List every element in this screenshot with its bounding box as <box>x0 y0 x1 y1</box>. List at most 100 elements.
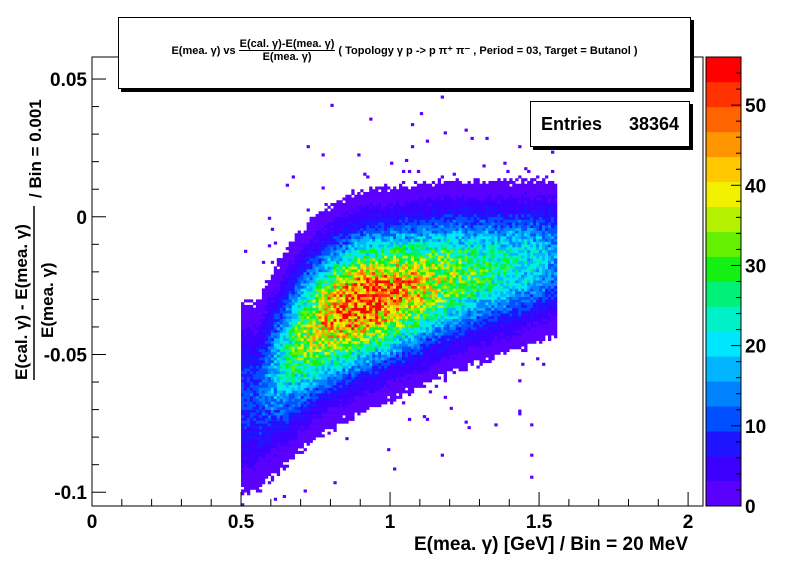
histogram-cell <box>410 186 415 190</box>
histogram-cell <box>339 293 343 297</box>
histogram-cell <box>381 326 385 330</box>
histogram-cell <box>351 368 355 372</box>
histogram-cell <box>291 266 295 270</box>
histogram-cell <box>360 249 364 253</box>
histogram-cell <box>309 409 313 413</box>
histogram-cell <box>357 376 361 380</box>
histogram-cell <box>312 431 316 435</box>
histogram-cell <box>244 423 248 427</box>
histogram-cell <box>393 277 397 281</box>
histogram-cell <box>351 274 355 278</box>
histogram-cell <box>291 442 295 446</box>
histogram-cell <box>303 271 307 275</box>
histogram-cell <box>425 263 430 267</box>
histogram-cell <box>407 293 412 297</box>
histogram-cell <box>366 194 370 198</box>
histogram-cell <box>282 310 287 314</box>
histogram-cell <box>413 219 418 223</box>
histogram-cell <box>252 401 257 405</box>
histogram-cell <box>330 247 334 251</box>
histogram-cell <box>407 222 412 226</box>
histogram-cell <box>315 315 319 319</box>
histogram-cell <box>378 326 382 330</box>
histogram-cell <box>360 282 364 286</box>
histogram-cell <box>372 354 376 358</box>
histogram-cell <box>315 346 319 350</box>
histogram-cell <box>398 360 403 364</box>
histogram-cell <box>422 244 427 248</box>
histogram-cell <box>381 393 385 397</box>
histogram-cell <box>330 211 334 215</box>
histogram-cell <box>416 252 421 256</box>
histogram-cell <box>336 304 340 308</box>
histogram-cell <box>401 255 406 259</box>
histogram-cell <box>413 348 418 353</box>
histogram-cell <box>336 263 340 267</box>
histogram-cell <box>246 346 251 350</box>
histogram-cell <box>384 291 388 295</box>
histogram-cell <box>279 368 284 372</box>
histogram-cell <box>303 365 307 369</box>
histogram-cell <box>339 252 343 256</box>
histogram-cell <box>279 293 284 297</box>
histogram-cell <box>431 340 436 344</box>
histogram-cell <box>357 153 361 157</box>
histogram-cell <box>267 464 272 468</box>
histogram-cell <box>327 324 331 328</box>
histogram-cell <box>303 417 307 421</box>
histogram-cell <box>306 329 310 333</box>
histogram-cell <box>422 304 427 308</box>
histogram-cell <box>276 302 281 306</box>
histogram-cell <box>244 373 248 377</box>
histogram-cell <box>330 274 334 278</box>
histogram-cell <box>419 329 424 333</box>
histogram-cell <box>393 398 397 402</box>
histogram-cell <box>258 315 263 319</box>
histogram-cell <box>407 249 412 253</box>
histogram-cell <box>407 200 412 204</box>
histogram-cell <box>390 302 394 306</box>
histogram-cell <box>425 371 430 375</box>
histogram-cell <box>351 346 355 350</box>
histogram-cell <box>354 310 358 314</box>
histogram-cell <box>404 335 409 339</box>
histogram-cell <box>273 420 278 424</box>
histogram-cell <box>241 337 245 342</box>
histogram-cell <box>297 310 301 314</box>
histogram-cell <box>393 266 397 270</box>
histogram-cell <box>261 302 266 306</box>
histogram-cell <box>285 434 290 438</box>
histogram-cell <box>428 225 433 229</box>
histogram-cell <box>324 282 328 286</box>
histogram-cell <box>321 324 325 328</box>
histogram-cell <box>294 431 298 435</box>
histogram-cell <box>393 313 397 317</box>
histogram-cell <box>425 365 430 369</box>
histogram-cell <box>396 208 400 212</box>
histogram-cell <box>339 395 343 399</box>
histogram-cell <box>246 409 251 413</box>
histogram-cell <box>339 379 343 383</box>
histogram-cell <box>390 205 394 209</box>
histogram-cell <box>393 390 397 394</box>
histogram-cell <box>401 332 406 336</box>
histogram-cell <box>387 299 391 303</box>
histogram-cell <box>369 277 373 281</box>
histogram-cell <box>300 260 304 264</box>
histogram-cell <box>369 324 373 328</box>
histogram-cell <box>396 277 400 281</box>
histogram-cell <box>252 456 257 460</box>
histogram-cell <box>428 208 433 212</box>
histogram-cell <box>413 299 418 303</box>
histogram-cell <box>309 357 313 361</box>
histogram-cell <box>375 404 379 408</box>
histogram-cell <box>378 197 382 201</box>
histogram-cell <box>333 236 337 240</box>
histogram-cell <box>267 343 272 347</box>
histogram-cell <box>273 497 278 501</box>
histogram-cell <box>422 348 427 353</box>
histogram-cell <box>279 313 284 317</box>
histogram-cell <box>369 326 373 330</box>
histogram-cell <box>330 293 334 297</box>
histogram-cell <box>410 382 415 386</box>
